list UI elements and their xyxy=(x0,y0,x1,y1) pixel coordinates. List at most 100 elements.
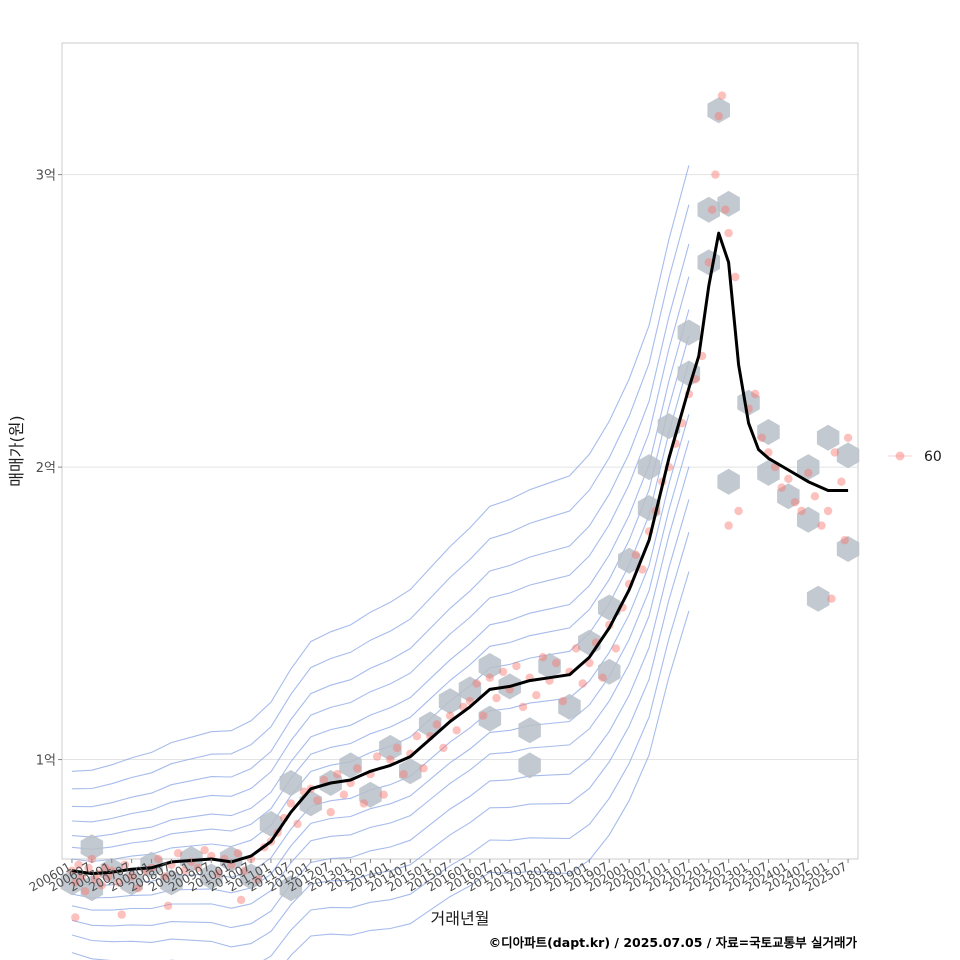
data-point xyxy=(333,770,342,779)
data-point xyxy=(372,752,382,761)
data-point xyxy=(386,755,395,764)
trend-line xyxy=(71,231,849,876)
hexbin-cell xyxy=(707,97,730,124)
data-point xyxy=(445,711,455,720)
hexbin-cell xyxy=(80,875,104,902)
grid-lines xyxy=(62,174,858,761)
contour-line xyxy=(71,571,690,960)
trend-path xyxy=(71,231,849,876)
data-point xyxy=(578,679,587,688)
data-point xyxy=(827,594,836,603)
data-point xyxy=(200,846,209,855)
hexbin-cell xyxy=(160,869,183,896)
hexbin-cell xyxy=(518,752,541,779)
contour-line xyxy=(71,466,690,911)
data-point xyxy=(104,872,113,881)
hexbin-cell xyxy=(339,752,362,779)
y-tick-label: 2억 xyxy=(36,461,56,476)
data-point xyxy=(804,468,813,478)
hexbin-cell xyxy=(279,875,303,902)
data-point xyxy=(81,887,90,896)
data-point xyxy=(777,483,786,492)
hexbin-cell xyxy=(637,454,661,481)
data-point xyxy=(293,819,302,829)
data-point xyxy=(512,661,521,671)
data-point xyxy=(631,550,640,559)
data-point xyxy=(797,506,806,516)
contour-line xyxy=(71,335,690,850)
data-point xyxy=(419,764,428,773)
data-point xyxy=(492,693,501,703)
hexbin-cell xyxy=(259,810,283,837)
hexbin-cell xyxy=(538,653,561,679)
contour-line xyxy=(71,309,690,838)
data-point xyxy=(71,913,80,922)
data-point xyxy=(326,808,335,817)
hexbin-cell xyxy=(60,869,84,896)
legend-label-60: 60 xyxy=(924,449,942,465)
hexbin-cell xyxy=(478,705,502,732)
data-point xyxy=(518,702,528,712)
data-point xyxy=(817,521,826,530)
hexbin-cell xyxy=(438,688,462,715)
hexbin-cell xyxy=(657,413,681,440)
hexbin-cell xyxy=(140,851,163,878)
data-point xyxy=(134,884,143,893)
hexbin-cell xyxy=(757,419,780,445)
data-point xyxy=(598,673,607,682)
data-point xyxy=(552,658,561,668)
data-point xyxy=(717,91,727,100)
data-point xyxy=(721,205,730,214)
hexbin-cell xyxy=(677,319,701,346)
data-point xyxy=(412,732,422,741)
hexbin-cell xyxy=(836,536,860,562)
data-point xyxy=(837,477,846,486)
hexbin-cell xyxy=(806,585,830,612)
hexbin-cell xyxy=(617,547,641,574)
hexbin-cell xyxy=(836,442,860,469)
hexbin-cell xyxy=(697,196,720,223)
data-point xyxy=(840,536,849,545)
hexbin-cell xyxy=(458,676,482,703)
data-point xyxy=(711,170,720,179)
hexbin-cell xyxy=(777,483,800,510)
data-point xyxy=(359,799,368,808)
data-point xyxy=(77,872,87,881)
hexbin-cell xyxy=(518,717,541,744)
plot-background xyxy=(61,42,859,860)
data-point xyxy=(724,228,733,238)
hexbin-cell xyxy=(379,734,402,761)
data-point xyxy=(84,863,93,872)
contour-line xyxy=(71,204,690,790)
data-point xyxy=(823,506,833,516)
hexbin-cell xyxy=(717,190,740,217)
hexbin-cell xyxy=(558,693,581,720)
data-point xyxy=(452,726,461,735)
hexbin-cell xyxy=(200,863,223,890)
data-point xyxy=(734,506,743,516)
hexbin-cell xyxy=(757,459,780,486)
data-point xyxy=(91,875,100,884)
data-point xyxy=(180,866,189,875)
data-point xyxy=(233,849,242,858)
data-point xyxy=(571,644,581,653)
data-point xyxy=(704,258,713,267)
data-point xyxy=(236,895,246,905)
contour-line xyxy=(286,610,690,960)
data-point xyxy=(353,764,362,773)
data-point xyxy=(790,498,800,507)
data-point xyxy=(611,644,621,653)
data-point xyxy=(339,790,349,799)
data-point xyxy=(97,881,107,890)
data-point xyxy=(757,433,766,442)
data-point xyxy=(558,696,567,706)
data-point xyxy=(538,653,548,662)
x-axis-title: 거래년월 xyxy=(431,909,490,928)
contour-line xyxy=(71,499,690,929)
data-point xyxy=(638,565,647,574)
contour-line xyxy=(71,243,690,808)
hexbin-cell xyxy=(717,468,740,495)
data-point xyxy=(120,860,130,869)
data-point xyxy=(532,691,541,700)
